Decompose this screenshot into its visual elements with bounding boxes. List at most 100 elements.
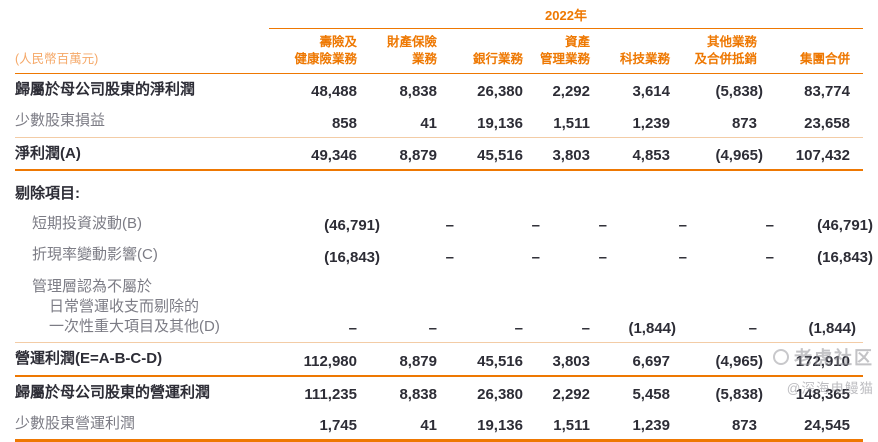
row-label: 營運利潤(E=A-B-C-D) [15, 350, 163, 368]
horizontal-rule [15, 168, 863, 171]
value-cell: 1,239 [632, 114, 670, 132]
value-cell: 45,516 [477, 352, 523, 370]
unit-label: (人民幣百萬元) [15, 52, 99, 66]
table-row: 歸屬於母公司股東的營運利潤 111,235 8,838 26,380 2,292 5,45… [15, 377, 863, 408]
value-cell: – [765, 217, 774, 235]
column-header: 科技業務 [619, 51, 670, 66]
value-cell: 41 [420, 114, 437, 132]
value-cell: 107,432 [795, 146, 850, 164]
value-cell: 8,838 [399, 83, 437, 101]
value-cell: 49,346 [311, 146, 357, 164]
value-cell: 26,380 [477, 385, 523, 403]
year-header: 2022年 [269, 0, 863, 29]
value-cell: (5,838) [715, 385, 763, 403]
row-label: 歸屬於母公司股東的淨利潤 [15, 81, 196, 98]
value-cell: – [678, 217, 687, 235]
horizontal-rule [15, 374, 863, 377]
value-cell: 1,511 [553, 114, 590, 132]
table-row: 短期投資波動(B) (46,791) – – – – – (46,791) [15, 208, 873, 239]
column-header: 銀行業務 [472, 51, 523, 66]
value-cell: – [428, 320, 437, 338]
table-body: 歸屬於母公司股東的淨利潤 48,488 8,838 26,380 2,292 3,614 (… [15, 74, 873, 442]
table-row: 剔除項目: [15, 171, 863, 208]
value-cell: – [581, 320, 590, 338]
value-cell: (4,965) [715, 352, 763, 370]
value-cell: – [531, 248, 540, 266]
table-row: 少數股東營運利潤 1,745 41 19,136 1,511 1,239 873 24,545 [15, 408, 863, 439]
value-cell: (4,965) [715, 146, 763, 164]
value-cell: (1,844) [628, 320, 676, 338]
value-cell: 19,136 [477, 114, 523, 132]
row-label-line: 一次性重大項目及其他(D) [49, 318, 220, 335]
value-cell: – [514, 320, 523, 338]
value-cell: (46,791) [817, 217, 873, 235]
column-header: 壽險及 健康險業務 [294, 35, 357, 66]
value-cell: – [765, 248, 774, 266]
value-cell: – [598, 248, 607, 266]
row-label: 少數股東營運利潤 [15, 414, 136, 432]
table-row: 淨利潤(A) 49,346 8,879 45,516 3,803 4,853 (4,965)… [15, 138, 863, 169]
value-cell: 45,516 [477, 146, 523, 164]
value-cell: 19,136 [477, 417, 523, 434]
value-cell: – [598, 217, 607, 235]
value-cell: 148,365 [795, 385, 850, 403]
value-cell: – [445, 248, 454, 266]
value-cell: 83,774 [804, 83, 850, 101]
table-row: 折現率變動影響(C) (16,843) – – – – – (16,843) [15, 239, 873, 270]
column-header: 集團合併 [799, 51, 850, 66]
value-cell: (1,844) [808, 320, 856, 338]
table-row: 營運利潤(E=A-B-C-D) 112,980 8,879 45,516 3,803 6,… [15, 343, 863, 374]
row-label-line: 管理層認為不屬於 [32, 277, 153, 295]
value-cell: 858 [331, 114, 357, 132]
value-cell: 2,292 [552, 83, 590, 101]
value-cell: 873 [731, 114, 757, 132]
year-label: 2022年 [545, 8, 587, 23]
value-cell: 5,458 [632, 385, 670, 403]
value-cell: 1,745 [319, 417, 357, 434]
value-cell: (5,838) [715, 83, 763, 101]
value-cell: 8,838 [399, 385, 437, 403]
value-cell: 2,292 [552, 385, 590, 403]
column-header: 財產保險 業務 [386, 35, 437, 66]
value-cell: 48,488 [311, 83, 357, 101]
value-cell: – [445, 217, 454, 235]
row-label: 歸屬於母公司股東的營運利潤 [15, 383, 211, 401]
value-cell: 1,511 [553, 417, 590, 434]
row-label: 少數股東損益 [15, 112, 106, 130]
row-label: 折現率變動影響(C) [32, 246, 158, 264]
value-cell: 4,853 [632, 146, 670, 164]
value-cell: 3,614 [632, 83, 670, 101]
value-cell: 6,697 [632, 352, 670, 370]
table-row: 管理層認為不屬於日常營運收支而剔除的一次性重大項目及其他(D) – – – – (1,84… [15, 271, 863, 343]
column-header: 其他業務 及合併抵銷 [694, 35, 757, 66]
value-cell: – [348, 320, 357, 338]
value-cell: (16,843) [817, 248, 873, 266]
value-cell: 112,980 [303, 352, 357, 370]
value-cell: – [678, 248, 687, 266]
value-cell: 3,803 [552, 352, 590, 370]
value-cell: 41 [420, 417, 437, 434]
row-label: 短期投資波動(B) [32, 215, 142, 232]
value-cell: 111,235 [304, 385, 357, 403]
segment-results-table: 2022年 (人民幣百萬元) 壽險及 健康險業務 財產保險 業務銀行業務 資產 管理… [15, 0, 873, 442]
row-label-line: 日常營運收支而剔除的 [49, 297, 200, 315]
value-cell: 8,879 [399, 352, 437, 370]
value-cell: 172,910 [795, 352, 850, 370]
horizontal-rule [15, 136, 863, 138]
value-cell: (16,843) [324, 248, 380, 266]
value-cell: – [748, 320, 757, 338]
value-cell: 1,239 [632, 417, 670, 434]
table-row: 少數股東損益 858 41 19,136 1,511 1,239 873 23,658 [15, 105, 863, 136]
value-cell: 873 [731, 417, 757, 434]
value-cell: 8,879 [399, 146, 437, 164]
row-label: 剔除項目: [15, 184, 80, 202]
table-row: 歸屬於母公司股東的淨利潤 48,488 8,838 26,380 2,292 3,614 (… [15, 74, 863, 105]
row-label: 管理層認為不屬於日常營運收支而剔除的一次性重大項目及其他(D) [15, 277, 265, 338]
value-cell: 24,545 [804, 417, 850, 434]
column-header-row: (人民幣百萬元) 壽險及 健康險業務 財產保險 業務銀行業務 資產 管理業務科技業務… [15, 29, 863, 74]
column-header: 資產 管理業務 [539, 35, 590, 66]
row-label: 淨利潤(A) [15, 144, 81, 162]
value-cell: 3,803 [552, 146, 590, 164]
value-cell: (46,791) [324, 217, 380, 235]
horizontal-rule [15, 342, 863, 344]
